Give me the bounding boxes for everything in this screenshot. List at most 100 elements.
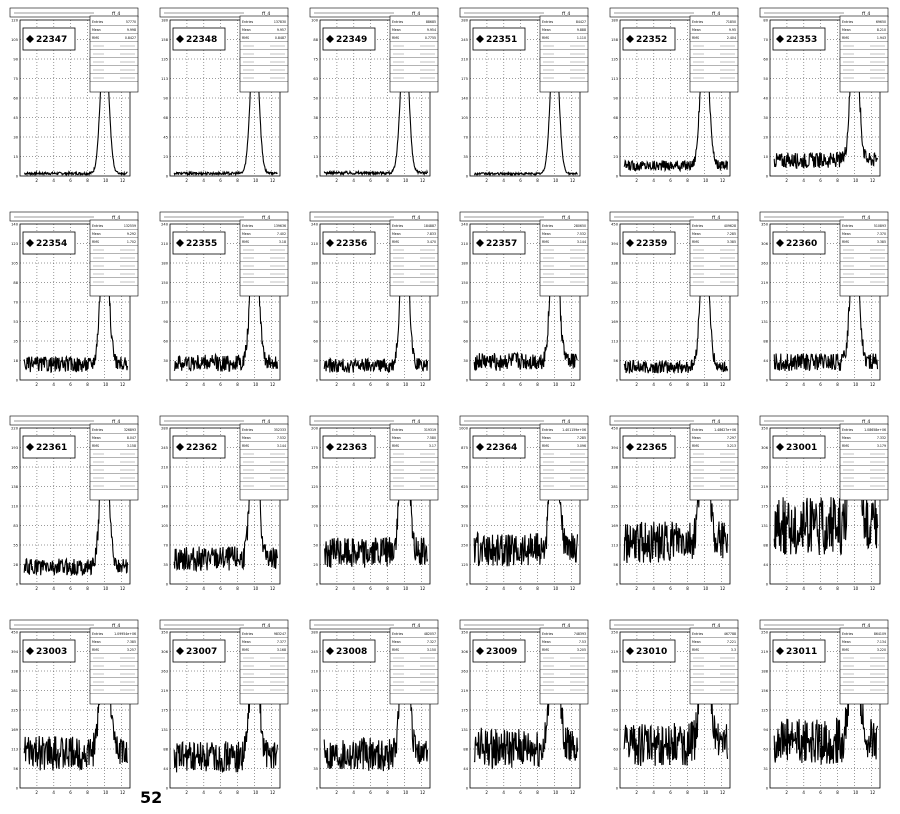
y-tick-label: 0	[616, 379, 619, 383]
histogram-panel-23007: ff_4 2 4 6 8 10 12 0 44 88 131 175 219 263 306 350 23007…	[159, 619, 289, 795]
x-tick-label: 4	[52, 178, 55, 183]
diamond-marker	[626, 35, 634, 43]
y-tick-label: 338	[611, 262, 619, 266]
stats-key: RMS	[392, 36, 399, 40]
stats-value: 3.096	[577, 444, 586, 448]
x-tick-label: 10	[703, 178, 709, 183]
stats-key: Mean	[392, 436, 401, 440]
y-tick-label: 45	[613, 136, 618, 140]
run-label: 22349	[336, 35, 367, 45]
stats-value: 409628	[724, 224, 736, 228]
y-tick-label: 100	[311, 19, 319, 23]
hist-title: ff_4	[412, 215, 420, 221]
stats-value: 7.532	[577, 232, 586, 236]
x-tick-label: 2	[635, 382, 638, 387]
x-tick-label: 12	[270, 586, 276, 591]
y-tick-label: 55	[13, 544, 18, 548]
y-tick-label: 250	[611, 631, 619, 635]
stats-value: 2.404	[727, 36, 736, 40]
hist-title: ff_4	[112, 419, 120, 425]
x-tick-label: 8	[536, 382, 539, 387]
stats-key: RMS	[542, 648, 549, 652]
y-tick-label: 394	[11, 650, 19, 654]
y-tick-label: 450	[611, 223, 619, 227]
x-tick-label: 10	[703, 790, 709, 795]
y-tick-label: 306	[161, 650, 169, 654]
y-tick-label: 240	[161, 223, 169, 227]
title-box	[309, 619, 439, 630]
histogram-trace	[23, 429, 129, 577]
y-tick-label: 50	[763, 77, 768, 81]
stats-key: RMS	[842, 648, 849, 652]
y-tick-label: 240	[311, 223, 319, 227]
run-label: 23008	[336, 647, 367, 657]
histogram-panel-22354: ff_4 2 4 6 8 10 12 0 18 35 53 70 88 105 123 140 22354 Ent…	[9, 211, 139, 387]
stats-key: Entries	[242, 632, 253, 636]
y-tick-label: 105	[311, 728, 318, 732]
stats-key: Entries	[92, 224, 103, 228]
y-tick-label: 131	[461, 728, 468, 732]
x-tick-label: 2	[185, 790, 188, 795]
y-tick-label: 63	[313, 77, 318, 81]
histogram-panel-22348: ff_42 4 6 8 10 1202345689011313515818022348En…	[159, 7, 289, 183]
y-tick-label: 750	[461, 466, 469, 470]
y-tick-label: 0	[316, 175, 319, 179]
stats-value: 280650	[574, 224, 586, 228]
title-box	[459, 211, 589, 222]
run-label-box	[622, 231, 676, 255]
run-label-box	[172, 639, 226, 663]
histogram-trace	[173, 428, 279, 573]
stats-value: 7.221	[727, 640, 736, 644]
stats-key: Entries	[92, 20, 103, 24]
stats-value: 1.08658e+06	[864, 428, 886, 432]
x-tick-label: 6	[819, 586, 822, 591]
x-tick-label: 6	[669, 586, 672, 591]
title-box	[459, 415, 589, 426]
histogram-panel-22352: ff_42 4 6 8 10 1202345689011313515818022352En…	[609, 7, 739, 183]
y-tick-label: 240	[461, 223, 469, 227]
stats-key: RMS	[392, 444, 399, 448]
y-tick-label: 45	[163, 136, 168, 140]
y-tick-label: 280	[461, 19, 469, 23]
title-box	[309, 7, 439, 18]
x-tick-label: 10	[403, 586, 409, 591]
title-box	[609, 7, 739, 18]
x-tick-label: 6	[219, 790, 222, 795]
y-tick-label: 0	[766, 787, 769, 791]
y-tick-label: 0	[466, 175, 469, 179]
x-tick-label: 4	[202, 790, 205, 795]
y-tick-label: 30	[463, 359, 468, 363]
stats-key: RMS	[92, 240, 99, 244]
diamond-marker	[476, 35, 484, 43]
y-tick-label: 140	[311, 709, 319, 713]
run-label: 22357	[486, 239, 517, 249]
histogram-trace	[473, 427, 579, 567]
x-tick-label: 8	[686, 790, 689, 795]
x-tick-label: 2	[35, 790, 38, 795]
y-tick-label: 219	[611, 650, 619, 654]
stats-value: 7.370	[877, 232, 886, 236]
run-label-box	[172, 231, 226, 255]
stats-key: Mean	[242, 28, 251, 32]
stats-value: 0.8487	[275, 36, 286, 40]
x-tick-label: 12	[570, 178, 576, 183]
stats-value: 71850	[726, 20, 736, 24]
stats-value: 7.385	[127, 640, 136, 644]
x-tick-label: 12	[270, 178, 276, 183]
stats-value: 9.954	[427, 28, 436, 32]
x-tick-label: 10	[553, 382, 559, 387]
stats-key: Entries	[542, 428, 553, 432]
x-tick-label: 6	[519, 586, 522, 591]
y-tick-label: 450	[611, 427, 619, 431]
y-tick-label: 350	[761, 223, 769, 227]
y-tick-label: 0	[316, 379, 319, 383]
stats-key: RMS	[842, 36, 849, 40]
histogram-panel-23008: ff_4 2 4 6 8 10 12 0 35 70 105 140 175 210 245 280 23008…	[309, 619, 439, 795]
y-tick-label: 225	[611, 505, 618, 509]
y-tick-label: 210	[461, 242, 469, 246]
stats-key: Mean	[692, 436, 701, 440]
y-tick-label: 13	[313, 155, 318, 159]
y-tick-label: 35	[313, 767, 318, 771]
stats-key: Mean	[392, 232, 401, 236]
x-tick-label: 8	[686, 178, 689, 183]
